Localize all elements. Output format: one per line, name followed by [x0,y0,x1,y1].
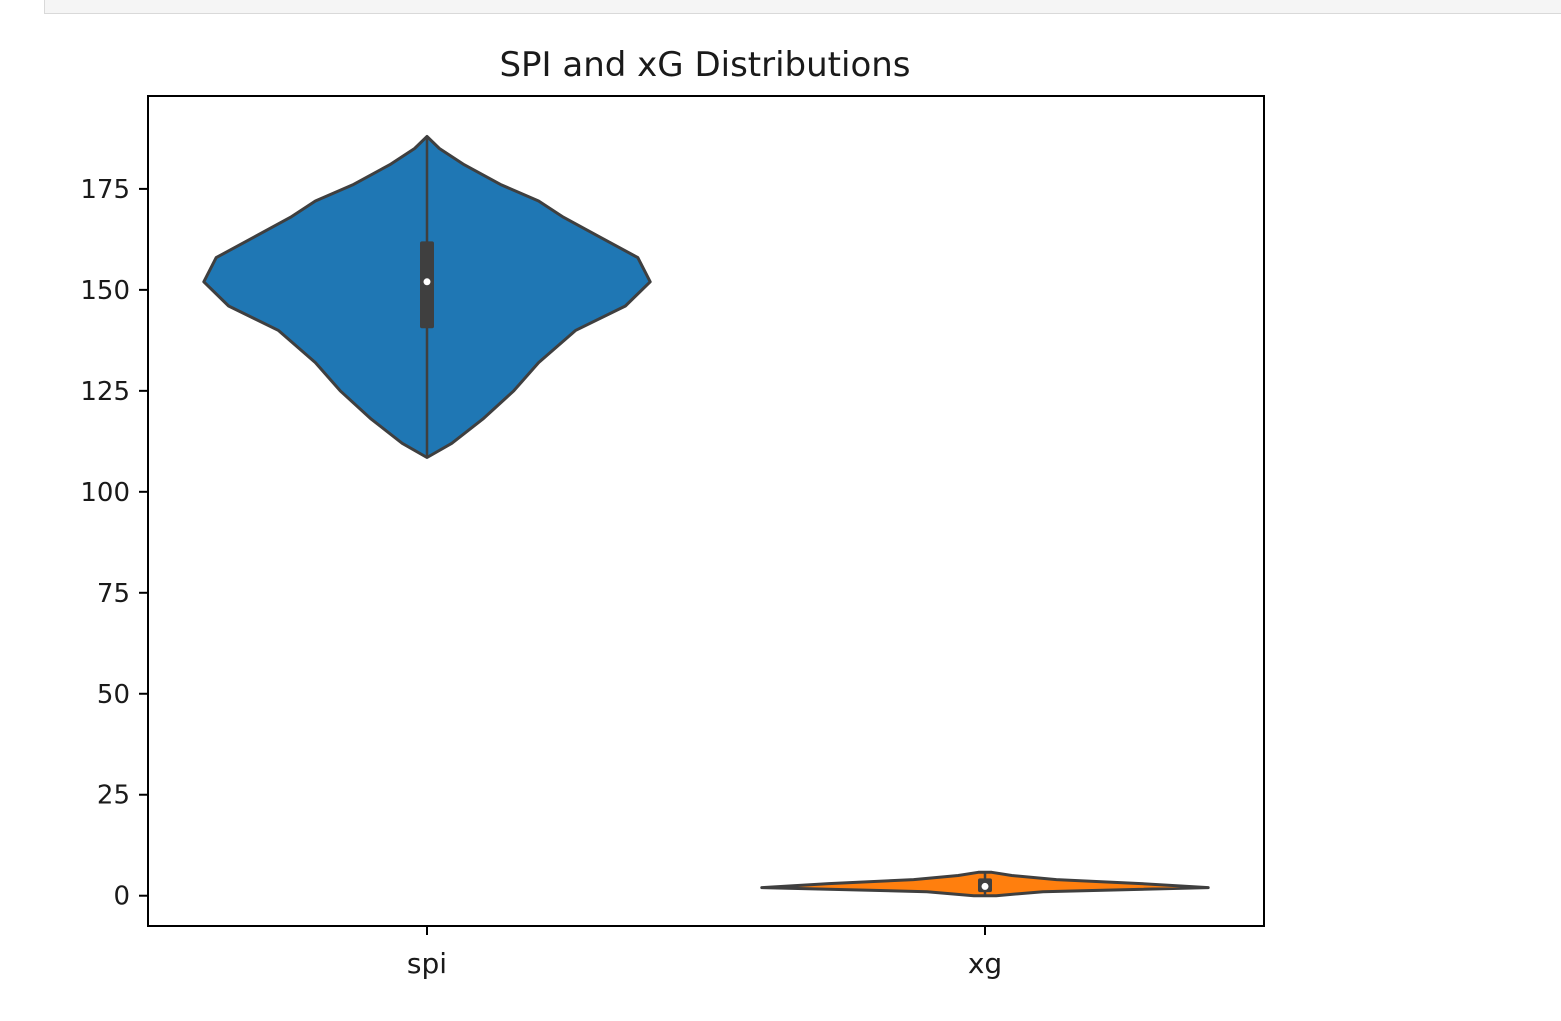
y-tick-label: 125 [80,377,130,407]
y-tick-label: 100 [80,478,130,508]
chart-title: SPI and xG Distributions [499,45,910,85]
violins [202,134,1210,898]
plot-frame [147,95,1265,927]
y-tick-label: 175 [80,175,130,205]
y-axis: 0 25 50 75 100 125 150 175 [80,175,148,912]
y-tick-label: 25 [97,781,130,811]
y-tick-label: 150 [80,276,130,306]
y-tick-label: 50 [97,680,130,710]
violin-median-xg [981,882,989,890]
x-tick-label: xg [968,947,1002,980]
violin-median-spi [423,278,431,286]
notebook-cell-top-bar [44,0,1561,14]
x-axis: spi xg [407,926,1002,980]
x-tick-label: spi [407,947,447,980]
y-tick-label: 75 [97,579,130,609]
y-tick-label: 0 [113,882,130,912]
